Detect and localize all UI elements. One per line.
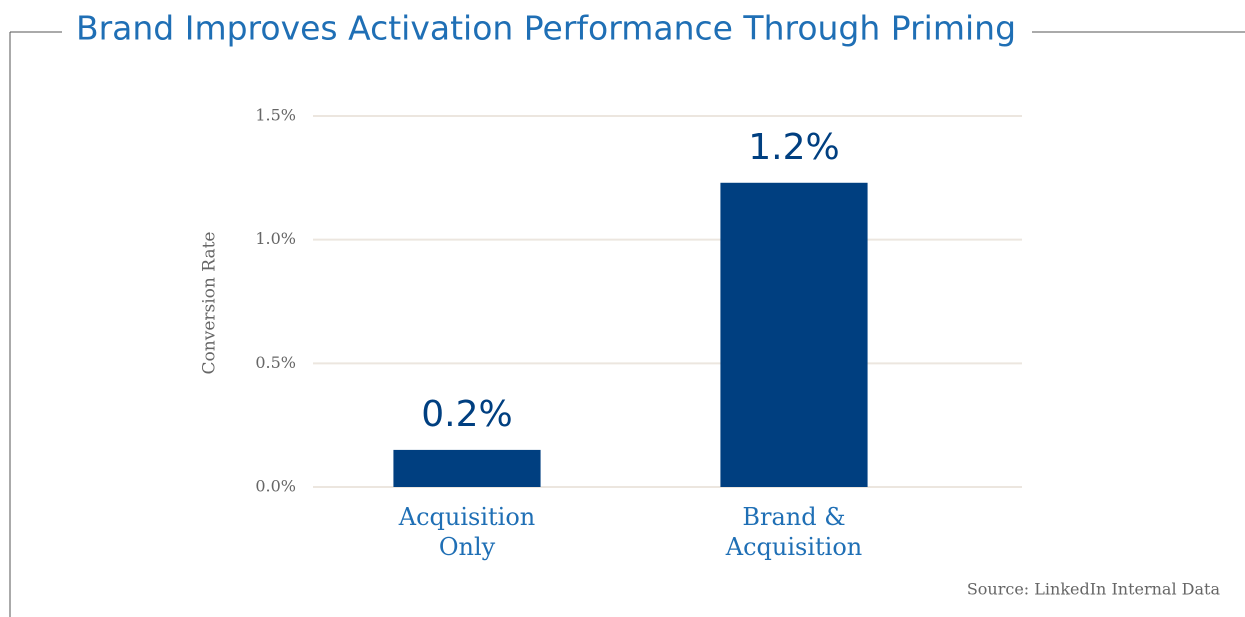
x-tick-label: Acquisition Only [398, 503, 536, 561]
bar [720, 182, 868, 487]
y-tick-label: 0.0% [255, 477, 296, 496]
y-tick-label: 0.5% [255, 353, 296, 372]
bar [393, 449, 541, 487]
chart-title: Brand Improves Activation Performance Th… [76, 9, 1016, 48]
y-axis-label: Conversion Rate [200, 232, 220, 375]
data-label: 0.2% [421, 394, 512, 435]
x-tick-label: Brand & Acquisition [725, 503, 863, 561]
source: Source: LinkedIn Internal Data [967, 580, 1221, 599]
data-label: 1.2% [748, 127, 839, 168]
y-tick-label: 1.0% [255, 229, 296, 248]
y-tick-label: 1.5% [255, 106, 296, 125]
